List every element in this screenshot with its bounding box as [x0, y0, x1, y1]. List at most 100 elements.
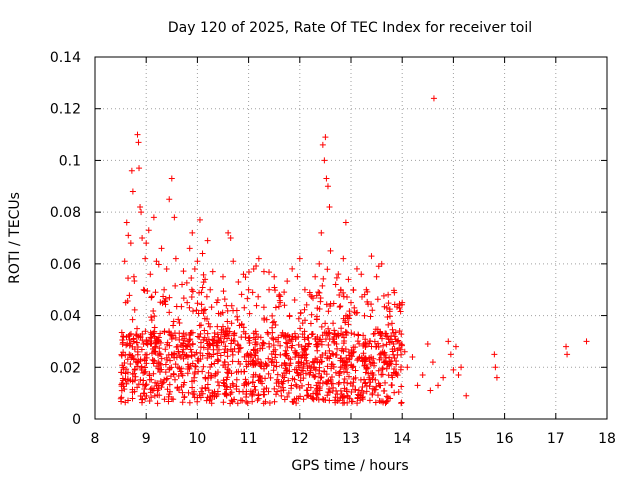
roti-point [271, 318, 278, 325]
roti-point [271, 284, 278, 291]
roti-point [183, 331, 190, 338]
roti-point [152, 348, 159, 355]
roti-point [302, 317, 308, 324]
roti-point [157, 368, 164, 375]
roti-point [148, 317, 155, 324]
roti-point [398, 364, 405, 371]
roti-point [230, 330, 237, 337]
roti-point [126, 351, 133, 358]
roti-point [345, 321, 352, 328]
roti-point [238, 334, 245, 341]
roti-point [119, 336, 126, 343]
roti-point [128, 167, 135, 174]
roti-point [398, 400, 405, 407]
roti-point [329, 336, 336, 343]
roti-point [237, 360, 244, 367]
roti-point [193, 349, 200, 356]
roti-point [245, 352, 252, 359]
roti-point [372, 326, 379, 333]
roti-point [278, 392, 285, 399]
roti-point [295, 362, 302, 369]
roti-point [121, 258, 128, 265]
roti-point [349, 353, 356, 360]
roti-point [375, 340, 382, 347]
y-tick-label: 0.1 [59, 153, 81, 169]
roti-point [318, 341, 325, 348]
roti-point [298, 367, 305, 374]
roti-point [313, 356, 320, 363]
roti-point [409, 353, 416, 360]
roti-point [191, 266, 198, 273]
roti-point [298, 354, 305, 361]
roti-point [319, 380, 326, 387]
roti-point [311, 359, 318, 366]
roti-point [361, 312, 368, 319]
roti-point [280, 384, 287, 391]
roti-point [176, 336, 183, 343]
roti-point [157, 330, 164, 337]
roti-point [339, 394, 346, 401]
roti-point [371, 330, 378, 337]
roti-point [389, 348, 396, 355]
roti-point [235, 349, 242, 356]
roti-point [389, 374, 396, 381]
roti-point [271, 273, 278, 280]
roti-point [322, 320, 329, 327]
roti-point [153, 363, 160, 370]
roti-point [285, 377, 292, 384]
roti-point [316, 305, 323, 312]
roti-point [331, 338, 338, 345]
roti-point [228, 337, 235, 344]
roti-point [159, 380, 166, 387]
roti-point [129, 188, 136, 195]
roti-point [319, 332, 326, 339]
roti-point [146, 376, 153, 383]
roti-point [219, 309, 226, 316]
roti-point [335, 370, 342, 377]
x-tick-label: 17 [547, 431, 565, 447]
roti-point [383, 341, 390, 348]
roti-point [269, 312, 276, 319]
roti-point [151, 313, 158, 320]
roti-point [380, 399, 387, 406]
roti-point [151, 324, 158, 331]
roti-point [289, 265, 296, 272]
roti-point [118, 351, 125, 358]
y-tick-label: 0.02 [50, 360, 81, 376]
roti-point [364, 298, 371, 305]
roti-point [211, 333, 218, 340]
roti-point [161, 376, 168, 383]
roti-point [255, 356, 262, 363]
roti-point [140, 341, 147, 348]
roti-point [282, 351, 289, 358]
roti-point [352, 374, 359, 381]
roti-point [172, 334, 179, 341]
roti-point [300, 396, 307, 403]
roti-point [172, 361, 179, 368]
roti-point [122, 299, 129, 306]
roti-point [188, 275, 195, 282]
roti-point [272, 287, 279, 294]
roti-point [358, 271, 365, 278]
roti-point [385, 321, 392, 328]
roti-point [292, 336, 299, 343]
roti-point [250, 388, 257, 395]
roti-point [322, 350, 329, 357]
roti-point [347, 380, 354, 387]
roti-point [185, 389, 192, 396]
roti-point [341, 337, 348, 344]
roti-point [184, 299, 191, 306]
roti-point [381, 387, 388, 394]
roti-point [281, 302, 288, 309]
roti-point [227, 400, 234, 407]
roti-point [354, 357, 361, 364]
roti-point [414, 382, 421, 389]
roti-point [362, 336, 369, 343]
roti-point [358, 354, 365, 361]
roti-point [178, 370, 185, 377]
roti-point [293, 366, 300, 373]
roti-point [375, 367, 382, 374]
roti-point [228, 302, 235, 309]
roti-point [369, 376, 376, 383]
roti-point [222, 346, 229, 353]
